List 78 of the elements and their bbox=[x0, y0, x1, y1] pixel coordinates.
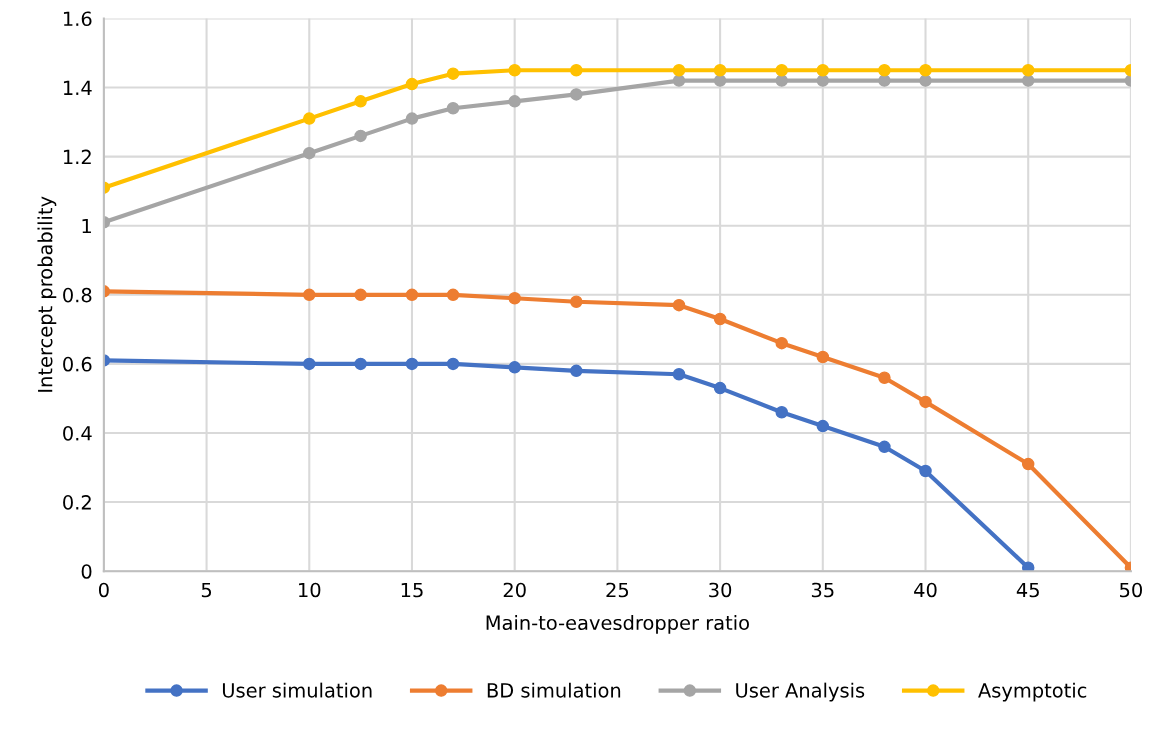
point bbox=[878, 440, 891, 454]
point bbox=[508, 361, 521, 374]
point bbox=[405, 112, 419, 125]
point bbox=[1021, 74, 1035, 87]
x-tick-label: 20 bbox=[503, 582, 526, 598]
point bbox=[672, 63, 686, 77]
point bbox=[775, 336, 788, 350]
legend-label: User Analysis bbox=[736, 682, 865, 702]
y-tick-label: 1.6 bbox=[63, 11, 92, 27]
point bbox=[672, 368, 686, 381]
point bbox=[878, 371, 891, 384]
x-tick-label: 25 bbox=[606, 582, 629, 598]
y-tick-label: 1.4 bbox=[63, 80, 92, 95]
point bbox=[405, 357, 419, 371]
y-tick-label: 0.4 bbox=[63, 425, 92, 441]
x-tick-label: 0 bbox=[98, 582, 109, 598]
point bbox=[816, 63, 830, 77]
point bbox=[672, 298, 686, 312]
point bbox=[303, 146, 316, 160]
point bbox=[919, 464, 932, 478]
point bbox=[816, 350, 830, 364]
point bbox=[354, 129, 367, 143]
point bbox=[1021, 561, 1035, 572]
point bbox=[508, 292, 521, 305]
x-tick-label: 10 bbox=[299, 582, 321, 598]
point bbox=[570, 295, 583, 308]
point bbox=[919, 63, 932, 77]
legend-label: Asymptotic bbox=[978, 682, 1087, 702]
point bbox=[919, 395, 932, 409]
point bbox=[1021, 457, 1035, 471]
point bbox=[878, 63, 891, 77]
point bbox=[816, 74, 830, 87]
point bbox=[713, 312, 727, 326]
point bbox=[570, 364, 583, 378]
point bbox=[354, 288, 367, 302]
point bbox=[570, 88, 583, 101]
y-tick-label: 0.6 bbox=[63, 356, 92, 372]
point bbox=[570, 63, 583, 77]
y-tick-label: 0.8 bbox=[63, 287, 92, 303]
y-tick-label: 0.2 bbox=[63, 495, 91, 510]
point bbox=[405, 77, 419, 91]
x-tick-label: 40 bbox=[914, 582, 937, 598]
point bbox=[775, 74, 788, 87]
x-tick-label: 30 bbox=[709, 582, 732, 598]
legend-label: User simulation bbox=[222, 682, 372, 698]
point bbox=[713, 74, 727, 87]
point bbox=[354, 95, 367, 108]
point bbox=[446, 101, 460, 115]
x-tick-label: 35 bbox=[811, 582, 834, 598]
point bbox=[775, 406, 788, 419]
point bbox=[446, 288, 460, 302]
point bbox=[405, 288, 419, 302]
point bbox=[775, 63, 788, 77]
point bbox=[713, 63, 727, 77]
x-tick-label: 45 bbox=[1016, 582, 1039, 598]
point bbox=[1021, 63, 1035, 77]
legend-label: BD simulation bbox=[487, 682, 621, 698]
point bbox=[508, 95, 521, 108]
point bbox=[672, 74, 686, 87]
point bbox=[919, 74, 932, 87]
y-tick-label: 1 bbox=[82, 218, 91, 234]
point bbox=[354, 357, 367, 371]
point bbox=[303, 112, 316, 125]
x-tick-label: 15 bbox=[401, 582, 423, 598]
point bbox=[303, 357, 316, 371]
point bbox=[446, 67, 460, 80]
x-tick-label: 50 bbox=[1120, 582, 1142, 598]
x-axis-title: Main-to-eavesdropper ratio bbox=[486, 614, 749, 634]
point bbox=[816, 419, 830, 433]
point bbox=[303, 288, 316, 302]
point bbox=[508, 63, 521, 77]
point bbox=[446, 357, 460, 371]
y-tick-label: 1.2 bbox=[63, 149, 91, 164]
x-tick-label: 5 bbox=[201, 582, 212, 598]
point bbox=[878, 74, 891, 87]
y-axis-title: Intercept probability bbox=[37, 196, 57, 392]
y-tick-label: 0 bbox=[81, 564, 92, 579]
point bbox=[713, 381, 727, 395]
